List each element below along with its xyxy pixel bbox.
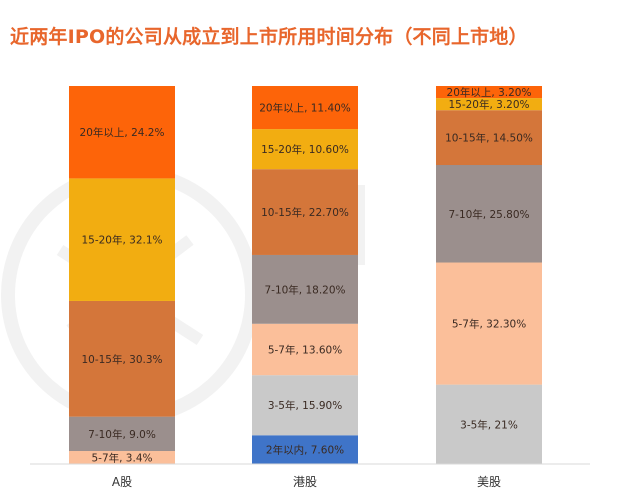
segment-data-label: 10-15年, 22.70% bbox=[261, 206, 349, 219]
bar-segment bbox=[436, 165, 542, 263]
x-tick-label: A股 bbox=[112, 475, 132, 489]
segment-data-label: 2年以内, 7.60% bbox=[266, 444, 344, 457]
bar-segment bbox=[252, 375, 358, 436]
bar-segment bbox=[69, 300, 175, 417]
bar-segment bbox=[69, 451, 175, 464]
segment-data-label: 20年以上, 11.40% bbox=[259, 102, 351, 115]
bar-segment bbox=[69, 416, 175, 452]
segment-data-label: 5-7年, 3.4% bbox=[91, 452, 152, 465]
bar-segment bbox=[252, 129, 358, 170]
segment-data-label: 3-5年, 21% bbox=[460, 418, 518, 431]
segment-data-label: 10-15年, 14.50% bbox=[445, 132, 533, 145]
segment-data-label: 3-5年, 15.90% bbox=[268, 399, 342, 412]
bar-segment bbox=[69, 178, 175, 301]
segment-data-label: 15-20年, 32.1% bbox=[81, 234, 162, 247]
x-tick-label: 港股 bbox=[293, 475, 317, 489]
bar-segment bbox=[69, 86, 175, 179]
bar-segment bbox=[252, 169, 358, 255]
bar-segment bbox=[252, 254, 358, 324]
bar-segment bbox=[252, 323, 358, 376]
segment-data-label: 7-10年, 25.80% bbox=[448, 208, 529, 221]
segment-data-label: 5-7年, 13.60% bbox=[268, 343, 342, 356]
x-tick-label: 美股 bbox=[477, 475, 501, 489]
bar-segment bbox=[436, 98, 542, 111]
segment-data-label: 7-10年, 18.20% bbox=[264, 283, 345, 296]
segment-data-label: 7-10年, 9.0% bbox=[88, 428, 156, 441]
segment-data-label: 5-7年, 32.30% bbox=[452, 318, 526, 331]
chart-title: 近两年IPO的公司从成立到上市所用时间分布（不同上市地） bbox=[10, 26, 528, 48]
x-axis-labels: A股 港股 美股 bbox=[112, 475, 501, 489]
bar-segment bbox=[252, 86, 358, 130]
segment-data-label: 20年以上, 3.20% bbox=[447, 86, 532, 99]
bar-segment bbox=[252, 435, 358, 464]
segment-data-label: 10-15年, 30.3% bbox=[81, 353, 162, 366]
bar-segment bbox=[436, 86, 542, 99]
bar-segment bbox=[436, 110, 542, 166]
segment-data-label: 15-20年, 3.20% bbox=[448, 98, 529, 111]
bar-segment bbox=[436, 262, 542, 385]
bars-group: 5-7年, 3.4% 7-10年, 9.0% 10-15年, 30.3% 15-20年… bbox=[69, 86, 542, 465]
bar-segment bbox=[436, 384, 542, 464]
segment-data-label: 20年以上, 24.2% bbox=[80, 126, 165, 139]
segment-data-label: 15-20年, 10.60% bbox=[261, 143, 349, 156]
